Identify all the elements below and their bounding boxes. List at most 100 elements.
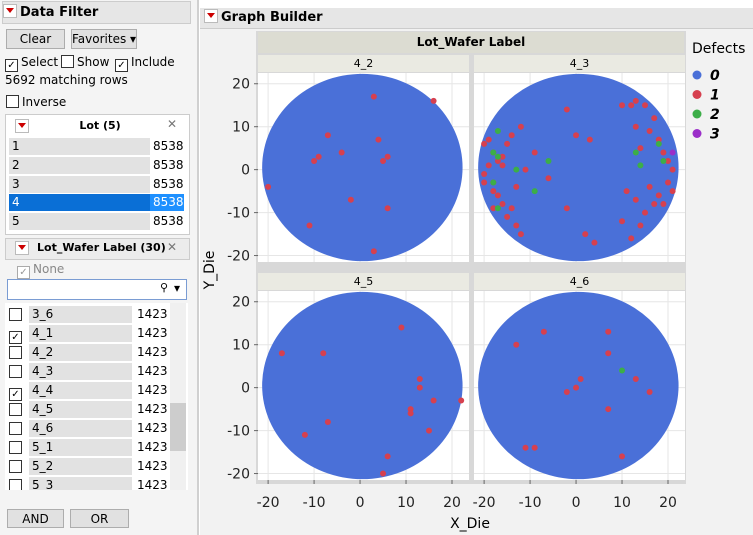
defect-point <box>669 188 676 195</box>
defect-point <box>517 231 524 238</box>
lot-row[interactable]: 5 8538 <box>9 213 184 231</box>
defect-point <box>628 102 635 109</box>
defect-point <box>380 470 387 477</box>
wafer-row[interactable]: 5_1 1423 <box>9 439 169 456</box>
x-tick-label: -10 <box>519 495 542 511</box>
defect-point <box>563 106 570 113</box>
defect-point <box>517 123 524 130</box>
checkbox[interactable] <box>9 441 25 455</box>
wafer-row[interactable]: ✓ 4_4 1423 <box>9 382 169 401</box>
wafer-count: 1423 <box>137 383 168 397</box>
defect-point <box>563 388 570 395</box>
wafer-label: 4_3 <box>29 363 132 380</box>
checkbox[interactable]: ✓ <box>115 59 128 72</box>
checkbox[interactable] <box>6 95 19 108</box>
lot-label: 2 <box>9 156 150 174</box>
favorites-button[interactable]: Favorites ▾ <box>71 29 137 49</box>
wafer-count: 1423 <box>137 364 168 378</box>
legend-label: 1 <box>710 88 720 104</box>
scrollbar[interactable] <box>170 303 186 490</box>
wafer-row[interactable]: 4_3 1423 <box>9 363 169 380</box>
inverse-option[interactable]: Inverse <box>6 95 66 109</box>
defect-point <box>545 175 552 182</box>
y-tick-label: 20 <box>232 295 250 311</box>
defect-point <box>494 192 501 199</box>
defect-point <box>426 427 433 434</box>
close-icon[interactable]: ✕ <box>167 117 178 131</box>
select-option[interactable]: ✓ Select <box>5 55 58 72</box>
checkbox[interactable]: ✓ <box>9 327 25 344</box>
lot-row[interactable]: 4 8538 <box>9 194 184 212</box>
close-icon[interactable]: ✕ <box>167 240 178 254</box>
wafer-row[interactable]: 4_2 1423 <box>9 344 169 361</box>
show-option[interactable]: Show <box>61 55 109 69</box>
or-button[interactable]: OR <box>70 509 129 528</box>
x-axis-label: X_Die <box>450 516 490 532</box>
legend-label: 3 <box>710 127 720 143</box>
checkbox[interactable] <box>9 308 25 322</box>
defect-point <box>265 183 272 190</box>
defect-point <box>664 179 671 186</box>
defect-point <box>513 341 520 348</box>
clear-button[interactable]: Clear <box>6 29 65 49</box>
defect-point <box>481 140 488 147</box>
none-option[interactable]: ✓ None <box>17 262 64 279</box>
checkbox[interactable]: ✓ <box>17 266 30 279</box>
defect-point <box>655 136 662 143</box>
defect-point <box>660 158 667 165</box>
wafer-row[interactable]: 4_5 1423 <box>9 401 169 418</box>
wafer-label: 4_6 <box>29 420 132 437</box>
legend-swatch <box>692 129 702 138</box>
checkbox[interactable]: ✓ <box>5 59 18 72</box>
checkbox[interactable] <box>61 55 74 68</box>
x-tick-label: 0 <box>356 495 365 511</box>
wafer-count: 1423 <box>137 345 168 359</box>
defect-point <box>481 179 488 186</box>
menu-icon[interactable] <box>15 241 29 255</box>
defect-point <box>669 149 676 156</box>
x-tick-label: -20 <box>257 495 280 511</box>
checkbox[interactable] <box>9 422 25 436</box>
defect-point <box>632 196 639 203</box>
wafer-label: 4_2 <box>29 344 132 361</box>
defect-point <box>522 444 529 451</box>
include-option[interactable]: ✓ Include <box>115 55 175 72</box>
checkbox[interactable] <box>9 479 25 490</box>
defect-point <box>605 350 612 357</box>
defect-point <box>646 388 653 395</box>
checkbox[interactable]: ✓ <box>9 384 25 401</box>
search-box[interactable]: ⚲ ▾ <box>7 279 187 300</box>
defect-point <box>499 201 506 208</box>
checkbox[interactable] <box>9 346 25 360</box>
defect-point <box>513 166 520 173</box>
lot-count: 8538 <box>153 214 184 229</box>
and-button[interactable]: AND <box>7 509 64 528</box>
wafer-row[interactable]: 5_2 1423 <box>9 458 169 475</box>
wafer-row[interactable]: 5_3 1423 <box>9 477 169 490</box>
defect-point <box>563 205 570 212</box>
defect-point <box>513 183 520 190</box>
y-tick-label: -20 <box>227 249 250 265</box>
wafer-row[interactable]: 3_6 1423 <box>9 306 169 323</box>
menu-icon[interactable] <box>3 4 17 18</box>
menu-icon[interactable] <box>15 119 29 133</box>
checkbox[interactable] <box>9 460 25 474</box>
wafer-label: 4_4 <box>29 382 132 399</box>
checkbox[interactable] <box>9 403 25 417</box>
menu-icon[interactable] <box>204 9 218 23</box>
checkbox[interactable] <box>9 365 25 379</box>
y-tick-label: 0 <box>241 381 250 397</box>
defect-point <box>605 406 612 413</box>
defect-point <box>384 453 391 460</box>
defect-point <box>485 162 492 169</box>
lot-label: 3 <box>9 175 150 193</box>
wafer-row[interactable]: 4_6 1423 <box>9 420 169 437</box>
y-tick-label: 0 <box>241 163 250 179</box>
lot-row[interactable]: 2 8538 <box>9 156 184 174</box>
defect-point <box>338 149 345 156</box>
wafer-row[interactable]: ✓ 4_1 1423 <box>9 325 169 344</box>
lot-row[interactable]: 1 8538 <box>9 138 184 155</box>
defect-point <box>531 149 538 156</box>
lot-row[interactable]: 3 8538 <box>9 175 184 193</box>
wafer-label: 4_1 <box>29 325 132 342</box>
